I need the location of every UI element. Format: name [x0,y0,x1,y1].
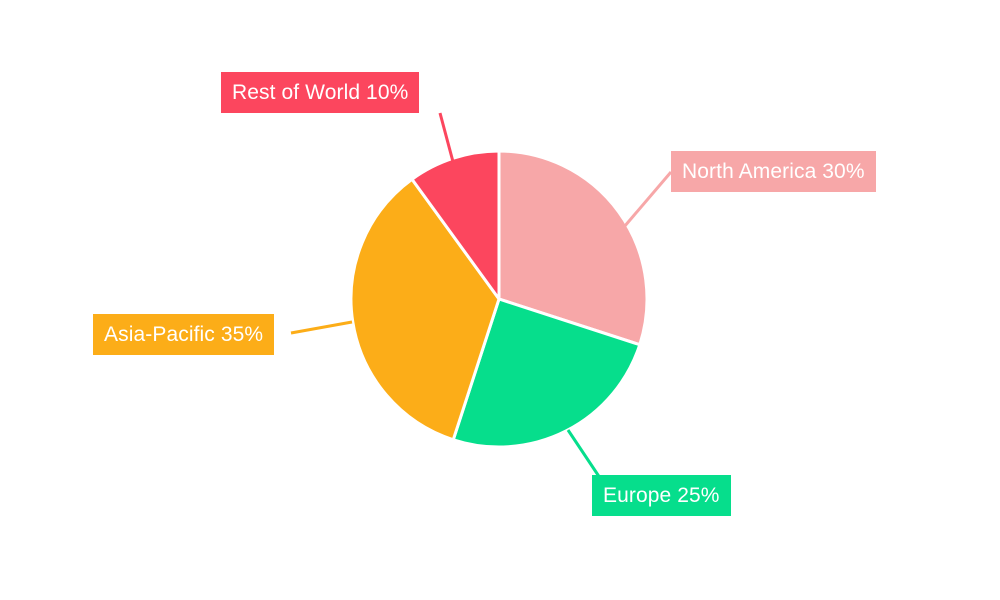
leader-line-rest-of-world [438,112,458,174]
pie-label-europe[interactable]: Europe 25% [592,475,731,516]
leader-line-asia-pacific [290,320,353,335]
leader-line-north-america [622,171,673,228]
pie-label-north-america[interactable]: North America 30% [671,151,876,192]
pie-label-rest-of-world[interactable]: Rest of World 10% [221,72,420,113]
pie-label-asia-pacific[interactable]: Asia-Pacific 35% [93,314,275,355]
leader-lines-group [290,112,673,479]
pie-slice-north-america[interactable] [497,149,649,347]
pie-slices-group [349,149,649,449]
pie-slice-asia-pacific[interactable] [349,177,501,442]
pie-slice-europe[interactable] [451,297,642,449]
leader-line-europe [566,429,602,479]
